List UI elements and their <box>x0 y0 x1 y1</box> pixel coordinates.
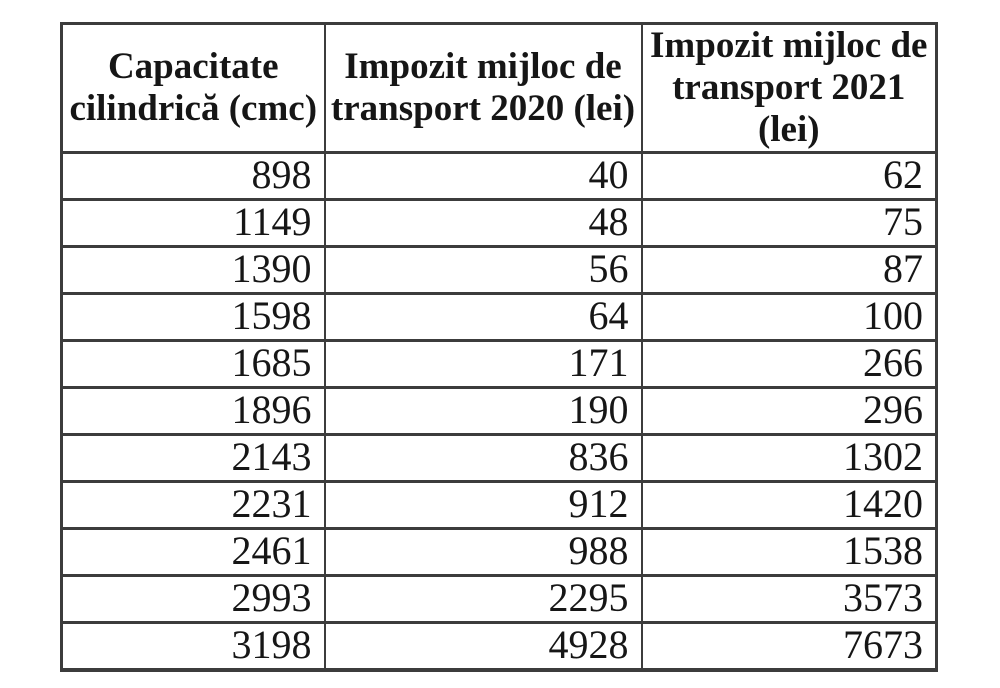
cell-tax-2021: 62 <box>640 151 938 201</box>
col-header-cylinder-capacity-line1: Capacitate <box>107 46 279 87</box>
table-row: 2143 836 1302 <box>60 433 938 483</box>
table-row: 1896 190 296 <box>60 386 938 436</box>
table-body: 898 40 62 1149 48 75 1390 56 87 1598 64 … <box>60 151 938 671</box>
col-header-tax-2021: Impozit mijloc de transport 2021 (lei) <box>640 22 938 154</box>
cell-capacity: 2231 <box>60 480 326 530</box>
cell-capacity: 1685 <box>60 339 326 389</box>
cell-capacity: 1149 <box>60 198 326 248</box>
cell-capacity: 1598 <box>60 292 326 342</box>
table-row: 2993 2295 3573 <box>60 574 938 624</box>
vehicle-tax-table: Capacitate cilindrică (cmc) Impozit mijl… <box>60 22 938 672</box>
cell-tax-2020: 56 <box>323 245 643 295</box>
cell-tax-2020: 912 <box>323 480 643 530</box>
cell-tax-2021: 1538 <box>640 527 938 577</box>
cell-tax-2020: 2295 <box>323 574 643 624</box>
cell-tax-2021: 266 <box>640 339 938 389</box>
table-row: 2461 988 1538 <box>60 527 938 577</box>
cell-tax-2020: 171 <box>323 339 643 389</box>
table-row: 1390 56 87 <box>60 245 938 295</box>
cell-tax-2021: 296 <box>640 386 938 436</box>
cell-tax-2020: 190 <box>323 386 643 436</box>
cell-tax-2021: 3573 <box>640 574 938 624</box>
cell-tax-2020: 40 <box>323 151 643 201</box>
cell-capacity: 3198 <box>60 621 326 671</box>
cell-tax-2021: 100 <box>640 292 938 342</box>
cell-capacity: 2461 <box>60 527 326 577</box>
cell-tax-2021: 87 <box>640 245 938 295</box>
cell-tax-2020: 64 <box>323 292 643 342</box>
table-row: 898 40 62 <box>60 151 938 201</box>
table-row: 3198 4928 7673 <box>60 621 938 671</box>
cell-capacity: 2993 <box>60 574 326 624</box>
cell-tax-2021: 75 <box>640 198 938 248</box>
cell-capacity: 2143 <box>60 433 326 483</box>
col-header-tax-2020: Impozit mijloc de transport 2020 (lei) <box>323 22 643 154</box>
cell-tax-2021: 7673 <box>640 621 938 671</box>
col-header-cylinder-capacity: Capacitate cilindrică (cmc) <box>60 22 326 154</box>
table-row: 1149 48 75 <box>60 198 938 248</box>
cell-tax-2020: 4928 <box>323 621 643 671</box>
col-header-tax-2020-line1: Impozit mijloc de <box>344 46 622 87</box>
cell-capacity: 1896 <box>60 386 326 436</box>
table-row: 1598 64 100 <box>60 292 938 342</box>
table-header: Capacitate cilindrică (cmc) Impozit mijl… <box>60 22 938 154</box>
cell-tax-2020: 988 <box>323 527 643 577</box>
col-header-cylinder-capacity-line2: cilindrică (cmc) <box>69 88 318 129</box>
cell-tax-2021: 1420 <box>640 480 938 530</box>
col-header-tax-2021-line2: transport 2021 (lei) <box>672 67 906 150</box>
cell-capacity: 1390 <box>60 245 326 295</box>
cell-capacity: 898 <box>60 151 326 201</box>
cell-tax-2020: 836 <box>323 433 643 483</box>
cell-tax-2021: 1302 <box>640 433 938 483</box>
cell-tax-2020: 48 <box>323 198 643 248</box>
col-header-tax-2020-line2: transport 2020 (lei) <box>330 88 636 129</box>
col-header-tax-2021-line1: Impozit mijloc de <box>650 25 928 66</box>
table-row: 2231 912 1420 <box>60 480 938 530</box>
header-row: Capacitate cilindrică (cmc) Impozit mijl… <box>60 22 938 154</box>
table-row: 1685 171 266 <box>60 339 938 389</box>
